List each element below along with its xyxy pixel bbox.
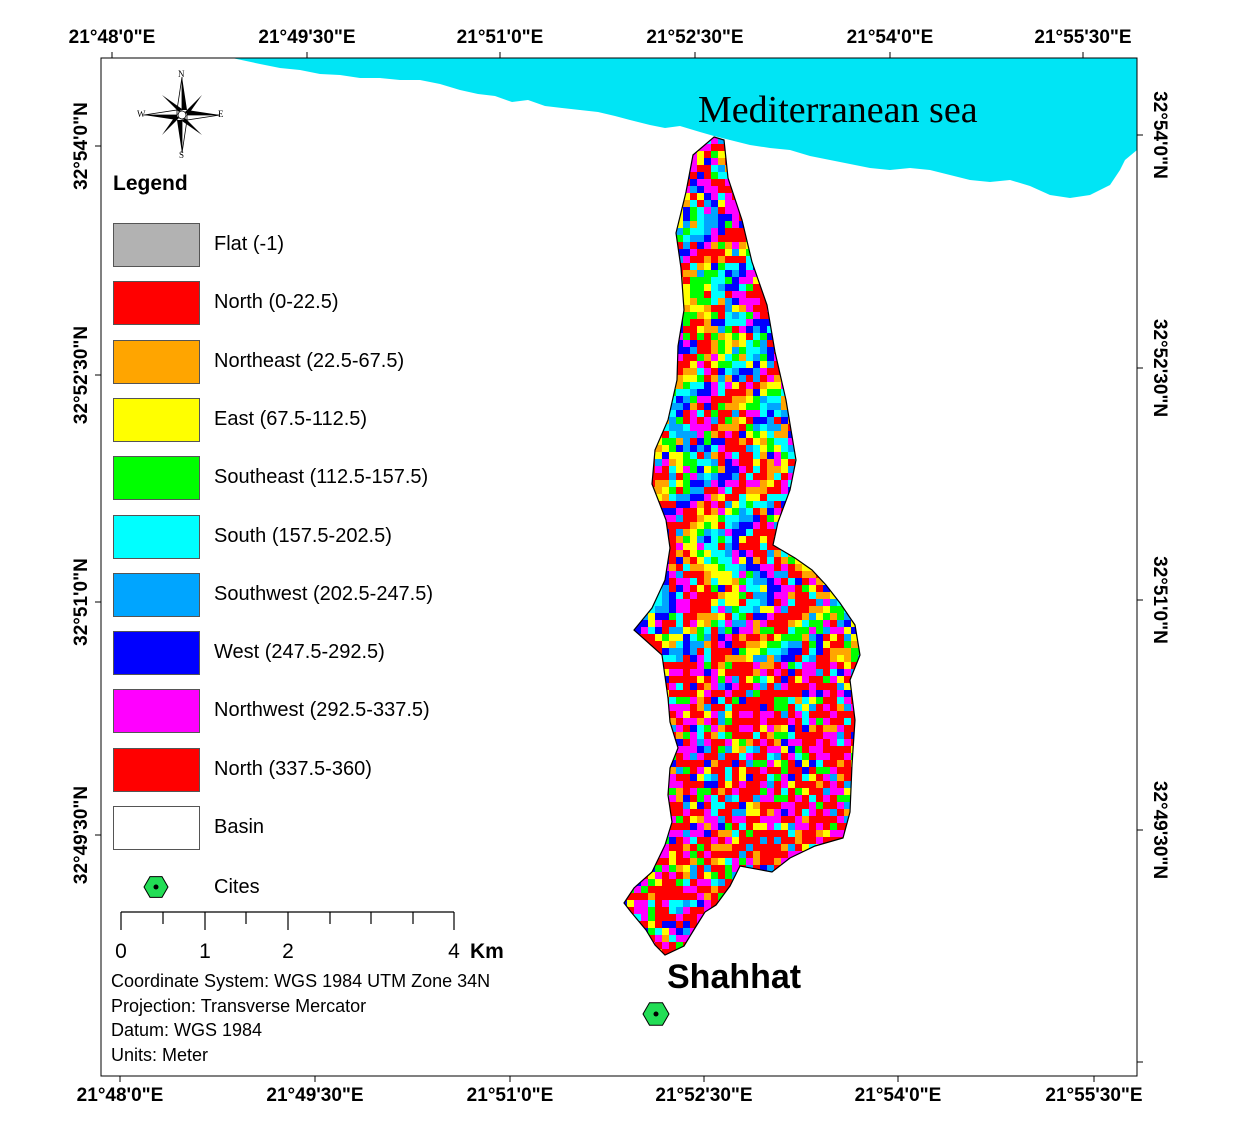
coordinate-system-text: Coordinate System: WGS 1984 UTM Zone 34N	[111, 971, 491, 991]
legend-item: Northeast (22.5-67.5)	[113, 339, 493, 384]
legend-swatch	[113, 514, 200, 559]
shahhat-city-marker-icon	[642, 1002, 670, 1026]
legend-item-label: Basin	[214, 816, 265, 838]
legend-item: South (157.5-202.5)	[113, 514, 493, 559]
map-frame-border	[100, 57, 1138, 1077]
right-latitude-label-1: 32°52'30"N	[1149, 318, 1170, 418]
legend-swatch	[113, 689, 200, 734]
legend-swatch	[113, 397, 200, 442]
top-longitude-label-3: 21°52'30"E	[646, 27, 744, 48]
legend-item: Southeast (112.5-157.5)	[113, 456, 493, 501]
legend-swatch	[113, 339, 200, 384]
north-arrow-icon	[143, 76, 221, 154]
legend-title: Legend	[113, 172, 188, 195]
city-label: Shahhat	[667, 958, 802, 996]
top-longitude-label-1: 21°49'30"E	[258, 27, 356, 48]
right-latitude-label-0: 32°54'0"N	[1149, 91, 1170, 179]
bottom-longitude-label-4: 21°54'0"E	[854, 1085, 942, 1106]
top-longitude-label-4: 21°54'0"E	[846, 27, 934, 48]
left-latitude-label-3: 32°49'30"N	[71, 785, 92, 885]
legend-item-label: West (247.5-292.5)	[214, 641, 385, 664]
right-latitude-label-2: 32°51'0"N	[1149, 556, 1170, 644]
left-latitude-label-2: 32°51'0"N	[71, 558, 92, 646]
aspect-raster	[624, 137, 860, 955]
bottom-longitude-label-0: 21°48'0"E	[76, 1085, 164, 1106]
legend-swatch	[113, 572, 200, 617]
bottom-longitude-label-1: 21°49'30"E	[266, 1085, 364, 1106]
bottom-longitude-label-2: 21°51'0"E	[466, 1085, 554, 1106]
legend-swatch	[113, 281, 200, 326]
units-text: Units: Meter	[111, 1045, 209, 1065]
scale-label-1: 1	[199, 940, 211, 963]
legend-item: Northwest (292.5-337.5)	[113, 689, 493, 734]
legend-swatch	[113, 631, 200, 676]
basin-outline	[623, 136, 861, 956]
legend-item-label: Northeast (22.5-67.5)	[214, 349, 405, 372]
north-arrow-e-label: E	[218, 109, 224, 119]
scale-label-2: 2	[282, 940, 294, 963]
top-longitude-label-5: 21°55'30"E	[1034, 27, 1132, 48]
legend-cities-label: Cites	[214, 876, 260, 898]
bottom-longitude-label-5: 21°55'30"E	[1045, 1085, 1143, 1106]
legend-item-label: Southeast (112.5-157.5)	[214, 466, 429, 489]
scale-label-0: 0	[115, 940, 127, 963]
projection-text: Projection: Transverse Mercator	[111, 996, 367, 1016]
legend-item: West (247.5-292.5)	[113, 631, 493, 676]
legend-item: East (67.5-112.5)	[113, 397, 493, 442]
left-latitude-label-0: 32°54'0"N	[71, 102, 92, 190]
legend-item-label: North (0-22.5)	[214, 291, 339, 314]
datum-text: Datum: WGS 1984	[111, 1020, 263, 1040]
legend-item: North (337.5-360)	[113, 747, 493, 792]
legend-item: Southwest (202.5-247.5)	[113, 572, 493, 617]
bottom-longitude-label-3: 21°52'30"E	[655, 1085, 753, 1106]
scale-label-4: 4	[448, 940, 460, 963]
graticule-ticks	[95, 52, 1143, 1082]
legend-item-label: South (157.5-202.5)	[214, 524, 392, 547]
sea-polygon	[232, 58, 1137, 198]
legend-swatch	[113, 747, 200, 792]
north-arrow-s-label: S	[179, 150, 185, 160]
legend-swatch	[113, 456, 200, 501]
legend-item: Basin	[113, 806, 493, 850]
scale-bar	[120, 911, 455, 930]
legend-item-label: North (337.5-360)	[214, 757, 372, 780]
legend-city-marker-icon	[143, 876, 169, 898]
north-arrow-n-label: N	[178, 69, 185, 79]
sea-label: Mediterranean sea	[698, 89, 978, 131]
legend-item-label: Flat (-1)	[214, 233, 284, 255]
legend-swatch	[113, 806, 200, 850]
right-latitude-label-3: 32°49'30"N	[1149, 780, 1170, 880]
top-longitude-label-2: 21°51'0"E	[456, 27, 544, 48]
legend-item-label: Northwest (292.5-337.5)	[214, 699, 430, 722]
north-arrow-w-label: W	[137, 109, 146, 119]
legend-item: Flat (-1)	[113, 223, 493, 267]
legend-item-label: Southwest (202.5-247.5)	[214, 582, 434, 605]
top-longitude-label-0: 21°48'0"E	[68, 27, 156, 48]
legend-swatch	[113, 223, 200, 267]
scale-unit-label: Km	[470, 940, 504, 963]
legend-item-label: East (67.5-112.5)	[214, 407, 368, 430]
left-latitude-label-1: 32°52'30"N	[71, 325, 92, 425]
legend-item: North (0-22.5)	[113, 281, 493, 326]
